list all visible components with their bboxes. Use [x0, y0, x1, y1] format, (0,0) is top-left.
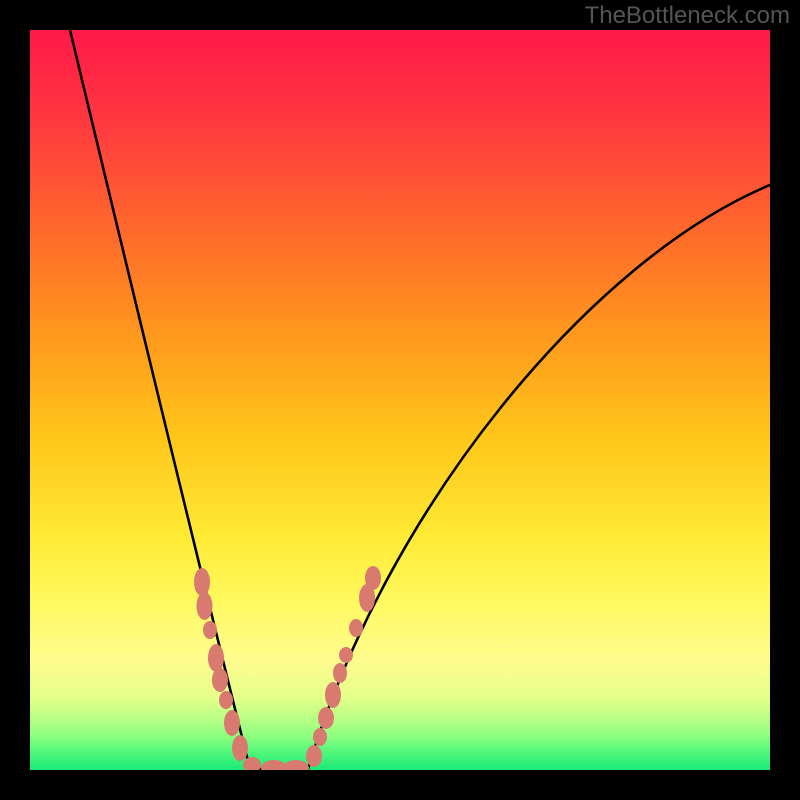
- marker-dot: [339, 647, 353, 663]
- marker-dot: [365, 566, 381, 590]
- marker-dot: [224, 710, 240, 736]
- marker-dot: [283, 760, 309, 776]
- marker-dot: [219, 691, 233, 709]
- marker-dot: [197, 592, 213, 620]
- marker-dot: [325, 682, 341, 708]
- marker-dot: [313, 728, 327, 746]
- marker-dot: [318, 707, 334, 729]
- marker-dot: [232, 735, 248, 761]
- marker-dot: [306, 745, 322, 767]
- marker-dot: [194, 568, 210, 596]
- marker-dot: [212, 668, 228, 692]
- watermark-text: TheBottleneck.com: [585, 2, 790, 30]
- marker-dot: [243, 757, 261, 773]
- marker-dot: [333, 663, 347, 683]
- plot-background: [30, 30, 770, 770]
- marker-dot: [208, 644, 224, 672]
- marker-dot: [349, 619, 363, 637]
- plot-svg: [0, 0, 800, 800]
- marker-dot: [203, 621, 217, 639]
- canvas-stage: TheBottleneck.com: [0, 0, 800, 800]
